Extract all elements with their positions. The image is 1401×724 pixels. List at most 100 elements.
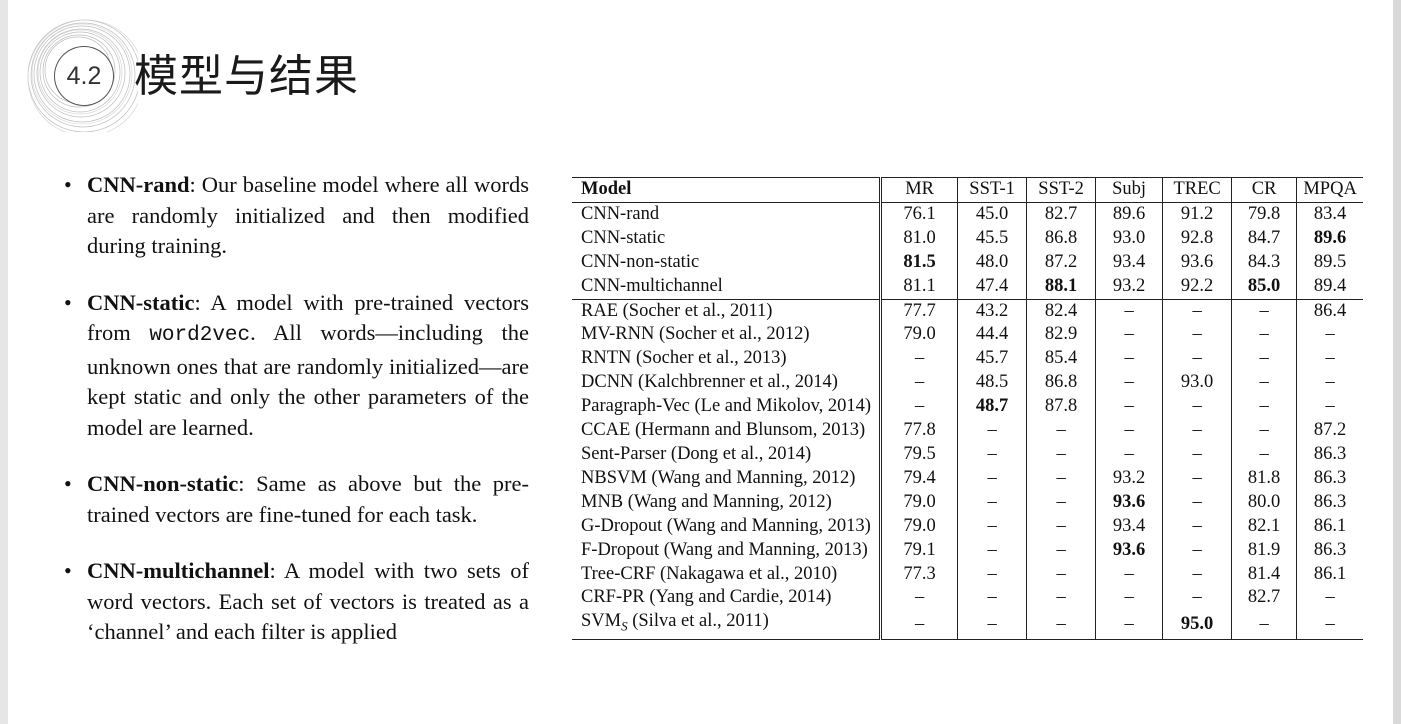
model-name-cell: CCAE (Hermann and Blunsom, 2013) bbox=[572, 419, 883, 443]
score-cell: – bbox=[1325, 324, 1335, 345]
table-row: CNN-non-static 81.5 48.0 87.2 93.4 93.6 84.3 89… bbox=[572, 250, 1363, 275]
score-cell: – bbox=[1026, 490, 1097, 515]
bullet-text: Same as above but the pre-trained vector… bbox=[87, 471, 529, 527]
model-name: MNB (Wang and Manning, 2012) bbox=[581, 491, 832, 512]
model-name-cell: Paragraph-Vec (Le and Mikolov, 2014) bbox=[572, 395, 883, 420]
model-name-cell: RNTN (Socher et al., 2013) bbox=[572, 347, 883, 372]
score-cell: 82.4 bbox=[1026, 299, 1097, 324]
score-cell: 86.8 bbox=[1026, 371, 1097, 396]
model-name-cell: MNB (Wang and Manning, 2012) bbox=[572, 490, 883, 515]
score-cell: 81.4 bbox=[1231, 562, 1298, 587]
score-cell: 45.7 bbox=[957, 347, 1028, 372]
score-cell: – bbox=[1026, 419, 1097, 443]
score-cell: 93.6 bbox=[1162, 250, 1233, 275]
score-cell: – bbox=[1095, 442, 1164, 467]
score-cell: – bbox=[1095, 323, 1164, 348]
score-cell: – bbox=[880, 610, 959, 640]
score-cell: – bbox=[1231, 610, 1298, 640]
table-row: RAE (Socher et al., 2011) 77.7 43.2 82.4– – –… bbox=[572, 299, 1364, 324]
model-name-cell: F-Dropout (Wang and Manning, 2013) bbox=[572, 538, 883, 563]
bullet-term: CNN-rand bbox=[87, 172, 190, 197]
score-cell: – bbox=[1325, 372, 1335, 393]
model-name: DCNN (Kalchbrenner et al., 2014) bbox=[581, 372, 838, 393]
model-citation: (Silva et al., 2011) bbox=[627, 611, 769, 632]
bullet-dot-icon: • bbox=[64, 172, 72, 197]
score-cell: – bbox=[1162, 323, 1233, 348]
score-cell: – bbox=[1162, 347, 1233, 372]
score-cell: 93.4 bbox=[1095, 514, 1164, 539]
score-cell: 77.3 bbox=[880, 562, 959, 587]
table-row: MNB (Wang and Manning, 2012) 79.0– –93.6–8… bbox=[572, 490, 1363, 515]
score-cell: – bbox=[957, 442, 1028, 467]
table-row: SVMS (Silva et al., 2011) – – – –95.0– – bbox=[572, 610, 1364, 640]
model-name: Sent-Parser (Dong et al., 2014) bbox=[581, 443, 812, 464]
score-cell: 79.0 bbox=[880, 323, 959, 348]
score-cell: 86.3 bbox=[1313, 467, 1347, 488]
results-table: Model MR SST-1 SST-2 Subj TREC CR MPQA C… bbox=[572, 177, 1364, 640]
score-cell: 89.5 bbox=[1313, 251, 1347, 272]
table-row: F-Dropout (Wang and Manning, 2013) 79.1– –… bbox=[572, 538, 1363, 563]
score-cell: 82.7 bbox=[1231, 586, 1298, 611]
bullet-text: A model with pre-trained vectors from bbox=[87, 289, 529, 346]
page-title: 模型与结果 bbox=[134, 51, 359, 102]
bullet-item: • CNN-non-static: Same as above but the p… bbox=[64, 469, 529, 530]
bullet-code: word2vec bbox=[149, 324, 251, 347]
score-cell: 48.7 bbox=[957, 395, 1028, 420]
score-cell: 86.3 bbox=[1313, 443, 1347, 464]
model-name-cell: CRF-PR (Yang and Cardie, 2014) bbox=[572, 586, 883, 611]
score-cell: 93.0 bbox=[1095, 226, 1164, 251]
score-cell: 47.4 bbox=[957, 274, 1028, 300]
score-cell: – bbox=[1095, 395, 1164, 420]
model-name: Tree-CRF (Nakagawa et al., 2010) bbox=[581, 563, 838, 584]
model-name: SVM bbox=[581, 611, 622, 632]
bullet-separator: : bbox=[238, 471, 245, 496]
score-cell: – bbox=[957, 610, 1028, 640]
score-cell: – bbox=[880, 371, 959, 396]
score-cell: – bbox=[1095, 419, 1164, 443]
score-cell: 48.5 bbox=[957, 371, 1028, 396]
bullet-dot-icon: • bbox=[64, 471, 72, 496]
score-cell: 44.4 bbox=[957, 323, 1028, 348]
section-number: 4.2 bbox=[54, 46, 114, 106]
score-cell: – bbox=[957, 419, 1028, 443]
score-cell: 79.4 bbox=[880, 466, 959, 491]
model-name-cell: Tree-CRF (Nakagawa et al., 2010) bbox=[572, 562, 883, 587]
right-scrollbar[interactable] bbox=[1393, 0, 1401, 724]
model-name-cell: DCNN (Kalchbrenner et al., 2014) bbox=[572, 371, 883, 396]
score-cell: 88.1 bbox=[1026, 274, 1097, 300]
table-row: Sent-Parser (Dong et al., 2014) 79.5– – – – –… bbox=[572, 442, 1363, 467]
score-cell: – bbox=[1095, 586, 1164, 611]
table-row: G-Dropout (Wang and Manning, 2013) 79.0– –… bbox=[572, 514, 1363, 539]
model-name: F-Dropout (Wang and Manning, 2013) bbox=[581, 539, 868, 560]
section-badge: 4.2 bbox=[14, 8, 145, 137]
score-cell: 92.2 bbox=[1162, 274, 1233, 300]
score-cell: 93.0 bbox=[1162, 371, 1233, 396]
score-cell: – bbox=[957, 514, 1028, 539]
column-header-mpqa: MPQA bbox=[1303, 179, 1357, 199]
score-cell: – bbox=[957, 562, 1028, 587]
table-row: DCNN (Kalchbrenner et al., 2014) –48.5 86.… bbox=[572, 371, 1363, 396]
table-row: Tree-CRF (Nakagawa et al., 2010) 77.3– – – –… bbox=[572, 562, 1363, 587]
score-cell: – bbox=[957, 466, 1028, 491]
score-cell: 82.7 bbox=[1026, 202, 1097, 227]
model-name: CRF-PR (Yang and Cardie, 2014) bbox=[581, 587, 832, 608]
score-cell: – bbox=[1026, 586, 1097, 611]
score-cell: 89.6 bbox=[1313, 227, 1347, 248]
bullet-term: CNN-static bbox=[87, 289, 195, 315]
column-header-model: Model bbox=[572, 177, 883, 203]
score-cell: 77.7 bbox=[880, 299, 959, 324]
score-cell: – bbox=[1026, 538, 1097, 563]
score-cell: 80.0 bbox=[1231, 490, 1298, 515]
model-name-cell: CNN-static bbox=[572, 226, 883, 251]
score-cell: 86.1 bbox=[1313, 563, 1347, 584]
score-cell: – bbox=[880, 395, 959, 420]
score-cell: – bbox=[1162, 466, 1233, 491]
score-cell: – bbox=[1162, 299, 1233, 324]
score-cell: – bbox=[1095, 299, 1164, 324]
score-cell: – bbox=[880, 347, 959, 372]
bullet-separator: : bbox=[269, 558, 276, 583]
model-name: G-Dropout (Wang and Manning, 2013) bbox=[581, 515, 871, 536]
column-header-subj: Subj bbox=[1095, 177, 1164, 203]
score-cell: – bbox=[1026, 442, 1097, 467]
score-cell: – bbox=[1095, 562, 1164, 587]
